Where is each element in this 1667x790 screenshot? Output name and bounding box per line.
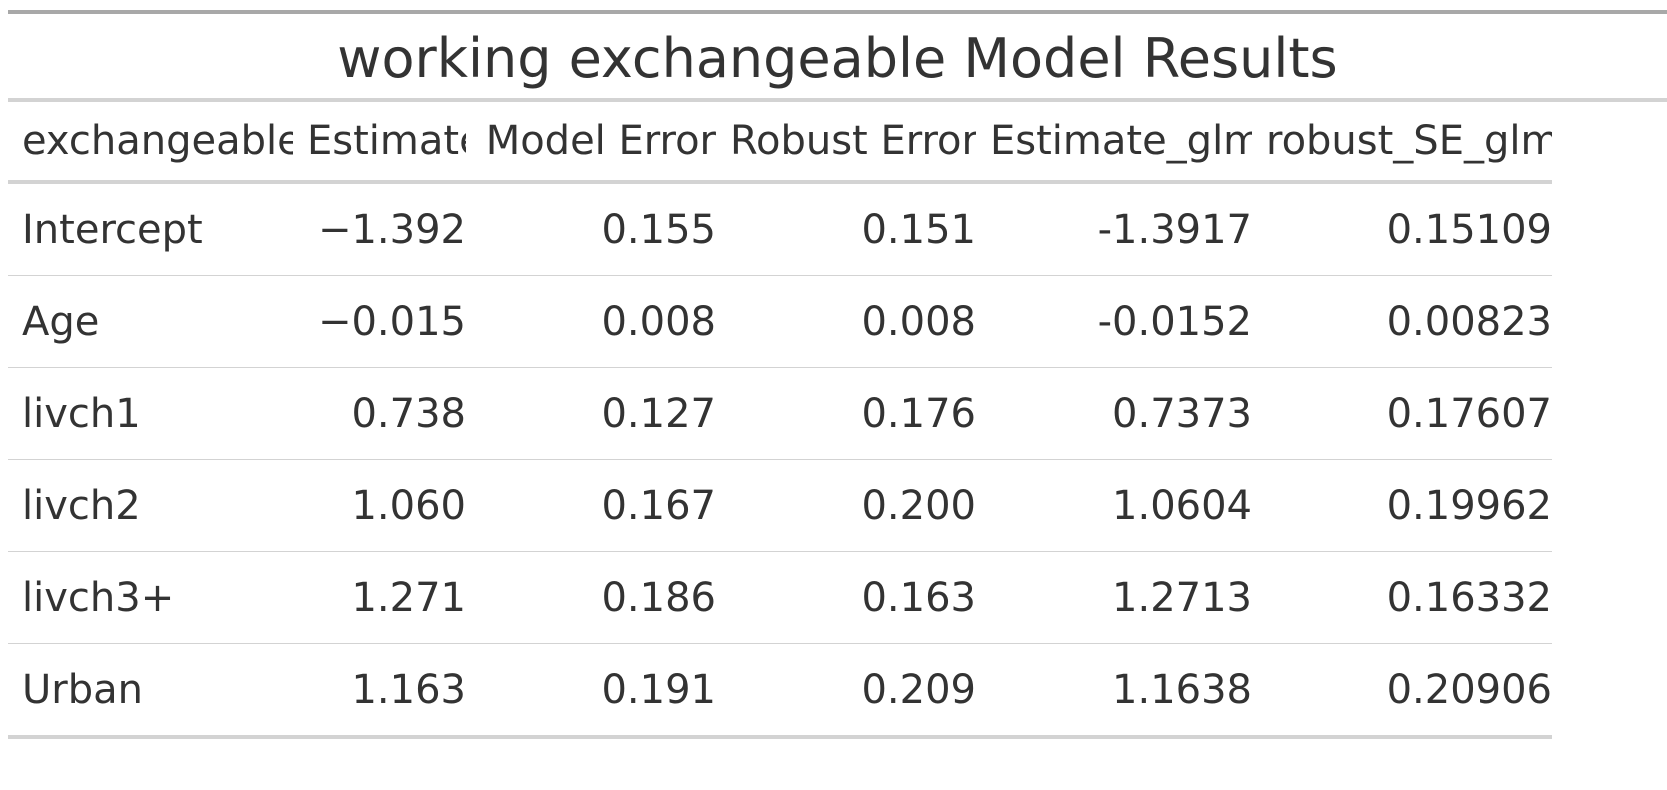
value-cell: -1.3917 <box>976 182 1252 276</box>
column-header: exchangeable <box>22 118 293 164</box>
value-cell: 1.060 <box>293 459 466 552</box>
row-label-cell: livch3+ <box>8 551 293 644</box>
row-label-cell: Age <box>8 275 293 368</box>
table-row: livch1 0.738 0.127 0.176 0.7373 0.17607 <box>8 367 1552 460</box>
value-cell: 0.163 <box>716 551 976 644</box>
value-cell: 0.7373 <box>976 367 1252 460</box>
row-label-cell: livch2 <box>8 459 293 552</box>
value-cell: 0.20906 <box>1252 643 1552 739</box>
title-rule <box>8 98 1667 102</box>
value-cell: 0.209 <box>716 643 976 739</box>
value-cell: 0.167 <box>466 459 716 552</box>
table-body: Intercept −1.392 0.155 0.151 -1.3917 0.15109 A… <box>8 182 1552 739</box>
column-header: Model Error <box>485 118 716 164</box>
value-cell: 0.738 <box>293 367 466 460</box>
table-row: Intercept −1.392 0.155 0.151 -1.3917 0.15109 <box>8 182 1552 276</box>
row-label-cell: livch1 <box>8 367 293 460</box>
value-cell: 0.008 <box>466 275 716 368</box>
value-cell: 0.008 <box>716 275 976 368</box>
value-cell: 0.16332 <box>1252 551 1552 644</box>
value-cell: 0.00823 <box>1252 275 1552 368</box>
value-cell: 0.17607 <box>1252 367 1552 460</box>
value-cell: 0.15109 <box>1252 182 1552 276</box>
value-cell: −0.015 <box>293 275 466 368</box>
value-cell: 0.19962 <box>1252 459 1552 552</box>
value-cell: 0.186 <box>466 551 716 644</box>
table-row: Urban 1.163 0.191 0.209 1.1638 0.20906 <box>8 643 1552 739</box>
results-table-container: working exchangeable Model Results excha… <box>8 10 1667 739</box>
column-header: Estimate_glm <box>990 118 1252 164</box>
value-cell: 0.155 <box>466 182 716 276</box>
row-label-cell: Intercept <box>8 182 293 276</box>
header-row: exchangeable Estimate Model Error Robust… <box>8 102 1552 182</box>
value-cell: 1.163 <box>293 643 466 739</box>
table-row: livch2 1.060 0.167 0.200 1.0604 0.19962 <box>8 459 1552 552</box>
value-cell: 0.127 <box>466 367 716 460</box>
value-cell: -0.0152 <box>976 275 1252 368</box>
row-label-cell: Urban <box>8 643 293 739</box>
table-row: Age −0.015 0.008 0.008 -0.0152 0.00823 <box>8 275 1552 368</box>
top-rule <box>8 10 1667 14</box>
value-cell: 1.0604 <box>976 459 1252 552</box>
value-cell: −1.392 <box>293 182 466 276</box>
column-header: robust_SE_glm <box>1266 118 1552 164</box>
results-table: exchangeable Estimate Model Error Robust… <box>8 102 1552 739</box>
column-header: Robust Error <box>730 118 976 164</box>
value-cell: 1.271 <box>293 551 466 644</box>
value-cell: 0.176 <box>716 367 976 460</box>
value-cell: 1.1638 <box>976 643 1252 739</box>
table-row: livch3+ 1.271 0.186 0.163 1.2713 0.16332 <box>8 551 1552 644</box>
value-cell: 1.2713 <box>976 551 1252 644</box>
value-cell: 0.191 <box>466 643 716 739</box>
table-title: working exchangeable Model Results <box>337 27 1338 90</box>
value-cell: 0.151 <box>716 182 976 276</box>
column-header: Estimate <box>307 118 466 164</box>
value-cell: 0.200 <box>716 459 976 552</box>
